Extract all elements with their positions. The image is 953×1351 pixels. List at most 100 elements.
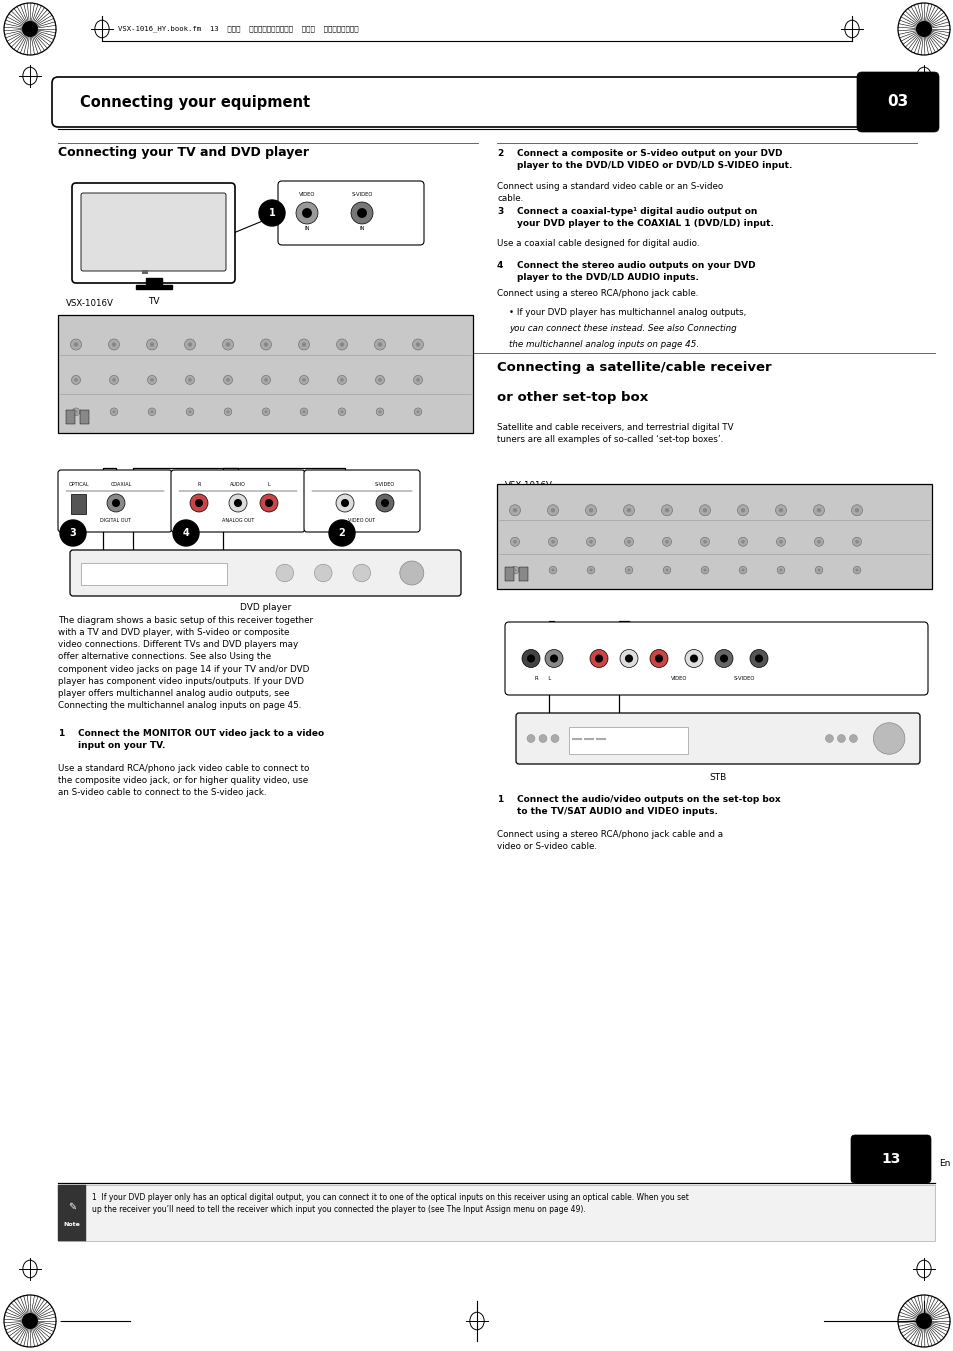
Circle shape [824, 735, 833, 743]
Circle shape [184, 339, 195, 350]
Circle shape [509, 505, 520, 516]
Circle shape [112, 411, 115, 413]
Circle shape [511, 566, 518, 574]
Circle shape [112, 342, 116, 347]
Text: 1: 1 [58, 730, 64, 738]
Text: 1: 1 [497, 794, 503, 804]
Circle shape [624, 538, 633, 546]
Circle shape [627, 569, 630, 571]
Circle shape [664, 540, 668, 543]
Text: Note: Note [64, 1223, 80, 1228]
Circle shape [23, 22, 37, 36]
Text: 3: 3 [497, 207, 503, 216]
Circle shape [776, 538, 784, 546]
Circle shape [264, 378, 268, 382]
Text: Connect using a standard video cable or an S-video
cable.: Connect using a standard video cable or … [497, 182, 722, 203]
Bar [518, 566, 527, 581]
Text: DIGITAL OUT: DIGITAL OUT [99, 517, 131, 523]
Circle shape [737, 505, 748, 516]
Text: Connect the stereo audio outputs on your DVD
player to the DVD/LD AUDIO inputs.: Connect the stereo audio outputs on your… [517, 261, 755, 282]
Circle shape [837, 735, 844, 743]
Text: Use a standard RCA/phono jack video cable to connect to
the composite video jack: Use a standard RCA/phono jack video cabl… [58, 765, 309, 797]
Circle shape [377, 342, 382, 347]
Circle shape [375, 376, 384, 385]
Circle shape [226, 378, 230, 382]
Circle shape [740, 569, 743, 571]
Circle shape [624, 654, 633, 662]
Text: ANALOG OUT: ANALOG OUT [222, 517, 253, 523]
Circle shape [714, 650, 732, 667]
Text: • If your DVD player has multichannel analog outputs,: • If your DVD player has multichannel an… [509, 308, 745, 317]
Circle shape [260, 494, 277, 512]
Circle shape [623, 505, 634, 516]
Circle shape [510, 538, 519, 546]
Circle shape [264, 342, 268, 347]
Text: Connect a composite or S-video output on your DVD
player to the DVD/LD VIDEO or : Connect a composite or S-video output on… [517, 149, 792, 170]
Circle shape [226, 411, 230, 413]
Circle shape [649, 650, 667, 667]
Circle shape [299, 376, 308, 385]
Circle shape [399, 561, 423, 585]
Circle shape [526, 654, 535, 662]
Circle shape [626, 508, 631, 512]
Text: 4: 4 [497, 261, 503, 270]
Circle shape [189, 411, 192, 413]
Circle shape [873, 723, 904, 754]
FancyBboxPatch shape [52, 77, 878, 127]
Circle shape [738, 538, 747, 546]
Circle shape [148, 408, 155, 416]
Circle shape [375, 339, 385, 350]
Circle shape [112, 499, 120, 507]
Text: R: R [197, 482, 200, 486]
Circle shape [295, 203, 317, 224]
Text: TV: TV [148, 297, 159, 305]
Circle shape [111, 408, 117, 416]
Circle shape [655, 654, 662, 662]
Circle shape [375, 408, 383, 416]
Text: 3: 3 [70, 528, 76, 538]
Circle shape [275, 565, 294, 582]
Text: 13: 13 [881, 1152, 900, 1166]
Circle shape [684, 650, 702, 667]
Text: AUDIO: AUDIO [230, 482, 246, 486]
Circle shape [416, 378, 419, 382]
Circle shape [916, 22, 930, 36]
Circle shape [265, 499, 273, 507]
Circle shape [778, 508, 782, 512]
Circle shape [740, 508, 744, 512]
Text: 2: 2 [497, 149, 503, 158]
Text: or other set-top box: or other set-top box [497, 390, 648, 404]
Circle shape [749, 650, 767, 667]
FancyBboxPatch shape [304, 470, 419, 532]
Circle shape [150, 342, 154, 347]
Text: Connecting your equipment: Connecting your equipment [80, 95, 310, 109]
Circle shape [262, 408, 270, 416]
Text: Connecting a satellite/cable receiver: Connecting a satellite/cable receiver [497, 361, 771, 374]
Circle shape [229, 494, 247, 512]
Bar [135, 285, 172, 289]
Text: the multichannel analog inputs on page 45.: the multichannel analog inputs on page 4… [509, 340, 699, 349]
Circle shape [226, 342, 230, 347]
Circle shape [71, 339, 81, 350]
Circle shape [739, 566, 746, 574]
Bar [146, 278, 161, 286]
Circle shape [377, 378, 381, 382]
Text: Connect using a stereo RCA/phono jack cable.: Connect using a stereo RCA/phono jack ca… [497, 289, 698, 299]
Circle shape [549, 566, 557, 574]
Circle shape [775, 505, 785, 516]
Circle shape [300, 408, 308, 416]
Circle shape [356, 208, 367, 218]
Circle shape [416, 342, 419, 347]
Circle shape [526, 735, 535, 743]
FancyBboxPatch shape [58, 1185, 86, 1242]
FancyBboxPatch shape [58, 1185, 934, 1242]
Text: you can connect these instead. See also Connecting: you can connect these instead. See also … [509, 324, 736, 332]
Circle shape [855, 569, 858, 571]
Circle shape [817, 540, 820, 543]
Bar [66, 409, 75, 424]
Circle shape [339, 342, 344, 347]
Circle shape [660, 505, 672, 516]
Text: Connect the MONITOR OUT video jack to a video
input on your TV.: Connect the MONITOR OUT video jack to a … [78, 730, 324, 750]
Text: 4: 4 [182, 528, 190, 538]
FancyBboxPatch shape [497, 484, 931, 589]
